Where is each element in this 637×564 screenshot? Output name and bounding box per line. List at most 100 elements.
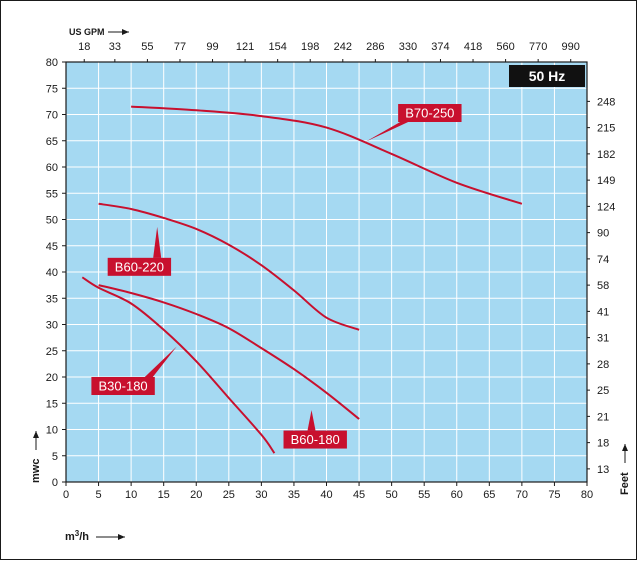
series-label-box bbox=[107, 257, 172, 276]
gpm-tick-label: 154 bbox=[268, 41, 286, 53]
curve-b70-250 bbox=[131, 105, 523, 205]
x-axis-label: m3/h bbox=[65, 529, 89, 543]
feet-tick-label: 74 bbox=[597, 254, 609, 266]
series-label-text: B70-250 bbox=[405, 106, 454, 121]
gpm-tick-label: 990 bbox=[562, 41, 580, 53]
x-tick-label: 0 bbox=[63, 489, 69, 501]
series-label-pointer bbox=[365, 122, 409, 142]
feet-tick-label: 182 bbox=[597, 149, 615, 161]
curve-b30-180 bbox=[81, 276, 276, 454]
feet-axis-title: Feet bbox=[619, 444, 631, 495]
gpm-tick-label: 77 bbox=[174, 41, 186, 53]
x-tick-label: 10 bbox=[125, 489, 137, 501]
gpm-axis-label: US GPM bbox=[69, 27, 105, 37]
y-tick-label: 80 bbox=[46, 57, 58, 69]
series-label-box bbox=[91, 377, 155, 395]
x-tick-label: 15 bbox=[158, 489, 170, 501]
curve-b60-220 bbox=[98, 202, 360, 331]
series-labels: B70-250 B60-220 B30-180 B60-180 bbox=[91, 104, 462, 449]
gpm-tick-label: 560 bbox=[496, 41, 514, 53]
frequency-badge-text: 50 Hz bbox=[529, 68, 566, 84]
y-tick-label: 40 bbox=[46, 267, 58, 279]
x-tick-label: 75 bbox=[548, 489, 560, 501]
feet-tick-label: 13 bbox=[597, 464, 609, 476]
feet-tick-label: 18 bbox=[597, 438, 609, 450]
x-tick-label: 60 bbox=[451, 489, 463, 501]
y-tick-label: 60 bbox=[46, 162, 58, 174]
gpm-tick-label: 418 bbox=[464, 41, 482, 53]
y-axis-title: mwc bbox=[30, 431, 42, 483]
feet-tick-label: 25 bbox=[597, 385, 609, 397]
x-tick-label: 70 bbox=[516, 489, 528, 501]
y-tick-label: 70 bbox=[46, 110, 58, 122]
y-tick-label: 30 bbox=[46, 320, 58, 332]
feet-tick-label: 215 bbox=[597, 123, 615, 135]
gpm-tick-label: 242 bbox=[334, 41, 352, 53]
y-axis-label: mwc bbox=[30, 459, 42, 483]
y-tick-label: 10 bbox=[46, 425, 58, 437]
gpm-tick-label: 374 bbox=[431, 41, 449, 53]
series-label-box bbox=[398, 104, 462, 122]
series-layer bbox=[81, 105, 523, 454]
feet-axis-ticks: 13 18 21 25 28 31 41 58 74 90 124 149 182 215 248 bbox=[587, 96, 615, 476]
gpm-tick-label: 198 bbox=[301, 41, 319, 53]
y-tick-label: 0 bbox=[52, 477, 58, 489]
x-tick-label: 55 bbox=[418, 489, 430, 501]
gpm-tick-label: 99 bbox=[206, 41, 218, 53]
y-tick-label: 5 bbox=[52, 451, 58, 463]
feet-axis-label: Feet bbox=[619, 472, 631, 495]
series-label-b30-180: B30-180 bbox=[91, 346, 177, 395]
gpm-tick-label: 770 bbox=[529, 41, 547, 53]
feet-tick-label: 58 bbox=[597, 280, 609, 292]
series-label-b60-180: B60-180 bbox=[283, 410, 347, 449]
x-tick-label: 80 bbox=[581, 489, 593, 501]
x-tick-label: 40 bbox=[320, 489, 332, 501]
x-axis-title: m3/h bbox=[65, 529, 125, 543]
frequency-badge-box bbox=[509, 65, 585, 87]
y-tick-label: 25 bbox=[46, 346, 58, 358]
x-axis-ticks: 0 5 10 15 20 25 30 35 40 45 50 55 60 65 70 75 80 bbox=[63, 482, 593, 501]
x-tick-label: 5 bbox=[96, 489, 102, 501]
series-label-box bbox=[283, 430, 347, 449]
series-label-b60-220: B60-220 bbox=[107, 226, 172, 276]
feet-tick-label: 124 bbox=[597, 201, 615, 213]
feet-tick-label: 31 bbox=[597, 333, 609, 345]
feet-tick-label: 21 bbox=[597, 411, 609, 423]
y-tick-label: 45 bbox=[46, 241, 58, 253]
feet-tick-label: 248 bbox=[597, 96, 615, 108]
gpm-tick-label: 121 bbox=[236, 41, 254, 53]
series-label-text: B60-220 bbox=[115, 259, 164, 274]
series-label-text: B30-180 bbox=[99, 379, 148, 394]
x-tick-label: 25 bbox=[223, 489, 235, 501]
y-tick-label: 15 bbox=[46, 398, 58, 410]
y-tick-label: 75 bbox=[46, 83, 58, 95]
feet-tick-label: 90 bbox=[597, 228, 609, 240]
frequency-badge: 50 Hz bbox=[509, 65, 585, 87]
y-tick-label: 55 bbox=[46, 188, 58, 200]
gpm-tick-label: 330 bbox=[399, 41, 417, 53]
y-tick-label: 35 bbox=[46, 293, 58, 305]
y-tick-label: 50 bbox=[46, 215, 58, 227]
x-tick-label: 30 bbox=[255, 489, 267, 501]
x-tick-label: 45 bbox=[353, 489, 365, 501]
curve-b60-180 bbox=[98, 284, 360, 420]
series-label-pointer bbox=[307, 410, 316, 431]
feet-tick-label: 149 bbox=[597, 175, 615, 187]
y-tick-label: 20 bbox=[46, 372, 58, 384]
gpm-axis-ticks: 18 33 55 77 99 121 154 198 242 286 330 374 418 560 770… bbox=[78, 41, 580, 62]
grid bbox=[66, 62, 587, 482]
x-tick-label: 35 bbox=[288, 489, 300, 501]
feet-tick-label: 41 bbox=[597, 306, 609, 318]
gpm-tick-label: 33 bbox=[109, 41, 121, 53]
y-tick-label: 65 bbox=[46, 136, 58, 148]
series-label-pointer bbox=[153, 226, 162, 258]
x-tick-label: 20 bbox=[190, 489, 202, 501]
gpm-tick-label: 18 bbox=[78, 41, 90, 53]
series-label-pointer bbox=[144, 346, 177, 377]
gpm-axis-title: US GPM bbox=[69, 27, 129, 37]
feet-tick-label: 28 bbox=[597, 359, 609, 371]
series-label-b70-250: B70-250 bbox=[365, 104, 462, 142]
y-axis-ticks: 0 5 10 15 20 25 30 35 40 45 50 55 60 65 70 75 80 bbox=[46, 57, 66, 489]
